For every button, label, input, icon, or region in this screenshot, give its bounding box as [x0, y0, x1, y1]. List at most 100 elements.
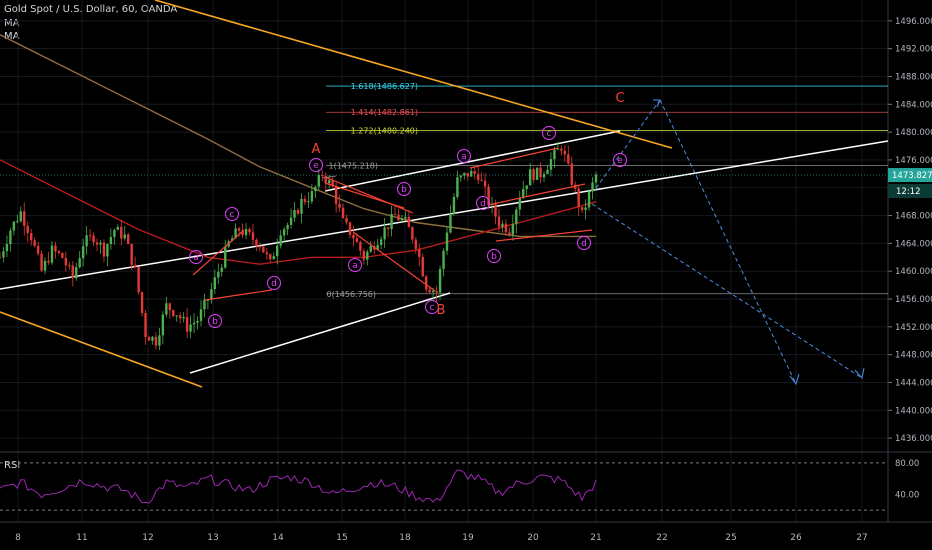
candle-body — [487, 186, 490, 206]
candle-body — [525, 185, 528, 190]
wave-label-circle — [542, 126, 556, 140]
candle-body — [175, 315, 178, 317]
candle-body — [580, 207, 584, 210]
candle-body — [137, 267, 140, 293]
candle-body — [393, 214, 397, 216]
candle-body — [435, 290, 438, 293]
trend-channel-line — [189, 292, 451, 374]
wave-label: d — [271, 279, 277, 289]
time-axis-label: 13 — [207, 533, 218, 543]
moving-average-line — [0, 34, 596, 238]
wave-label: c — [547, 129, 552, 139]
countdown-value: 12:12 — [896, 187, 921, 197]
candle-body — [192, 322, 196, 325]
wave-line — [487, 183, 586, 206]
candle-body — [178, 315, 182, 319]
candle-body — [404, 216, 407, 219]
candle-body — [161, 314, 165, 336]
candle-body — [532, 169, 535, 180]
ma-indicator-label[interactable]: MA — [4, 18, 20, 29]
candle-body — [407, 216, 411, 228]
fibonacci-level-label: 1.414(1482.861) — [351, 108, 418, 117]
candle-body — [33, 240, 36, 246]
candle-body — [109, 236, 113, 245]
projection-arrowhead — [653, 99, 661, 108]
candle-body — [210, 289, 213, 300]
candle-body — [165, 303, 168, 315]
candle-body — [81, 246, 85, 259]
candle-body — [248, 229, 251, 233]
fibonacci-level-label: 0(1456.756) — [326, 290, 376, 299]
candle-body — [300, 198, 303, 214]
candle-body — [237, 228, 241, 231]
ma-indicator-label[interactable]: MA — [4, 31, 20, 42]
candle-body — [133, 264, 137, 268]
candle-body — [123, 234, 126, 239]
rsi-tick-label: 40.00 — [895, 490, 919, 500]
rsi-tick-label: 80.00 — [895, 459, 919, 469]
candle-body — [85, 235, 88, 247]
candle-body — [348, 222, 352, 236]
candle-body — [560, 148, 563, 151]
candle-body — [158, 335, 161, 346]
candle-body — [463, 172, 466, 176]
wave-line — [324, 176, 414, 214]
candle-body — [269, 254, 272, 260]
candle-body — [574, 184, 577, 189]
candle-body — [470, 171, 473, 177]
rsi-indicator-label[interactable]: RSI — [4, 460, 21, 471]
candle-body — [379, 239, 383, 245]
candle-body — [289, 217, 293, 225]
candle-body — [213, 277, 217, 290]
wave-label: b — [212, 317, 218, 327]
candle-body — [501, 223, 504, 227]
candle-body — [567, 154, 570, 164]
candle-body — [127, 234, 130, 244]
wave-major-label: C — [615, 91, 624, 106]
candle-body — [206, 299, 210, 301]
wave-line — [469, 147, 559, 169]
candle-body — [9, 230, 12, 245]
candle-body — [265, 252, 269, 255]
candle-body — [452, 197, 456, 214]
candle-body — [528, 169, 532, 186]
candle-body — [542, 173, 546, 178]
candle-body — [185, 317, 189, 332]
wave-label-circle — [225, 207, 239, 221]
candle-body — [64, 257, 68, 266]
wave-label-circle — [309, 158, 323, 172]
moving-average-line — [0, 159, 597, 265]
candle-body — [449, 213, 452, 233]
wave-label: a — [352, 261, 358, 271]
candle-body — [539, 167, 542, 178]
candle-body — [386, 227, 390, 230]
rsi-line — [0, 469, 597, 504]
wave-label-circle — [457, 149, 471, 163]
candle-body — [494, 203, 497, 217]
time-axis-label: 8 — [15, 533, 21, 543]
candle-body — [151, 336, 154, 341]
candle-body — [341, 207, 345, 218]
wave-label-circle — [577, 236, 591, 250]
candle-body — [546, 169, 549, 174]
last-price-value: 1473.827 — [892, 171, 932, 181]
candle-body — [549, 159, 553, 170]
projection-arrowhead — [789, 373, 800, 386]
candle-body — [196, 320, 199, 323]
time-axis-label: 25 — [725, 533, 736, 543]
candle-body — [203, 299, 206, 310]
candle-body — [321, 175, 324, 177]
candle-body — [26, 225, 29, 234]
candle-body — [241, 230, 244, 236]
candle-body — [272, 256, 275, 260]
candle-body — [383, 227, 386, 240]
candle-body — [258, 246, 262, 248]
candle-body — [217, 271, 220, 278]
wave-label: d — [581, 239, 587, 249]
candle-body — [140, 292, 144, 314]
candle-body — [535, 167, 539, 180]
candle-body — [303, 198, 307, 203]
time-axis-label: 18 — [399, 533, 411, 543]
candle-body — [327, 180, 331, 184]
